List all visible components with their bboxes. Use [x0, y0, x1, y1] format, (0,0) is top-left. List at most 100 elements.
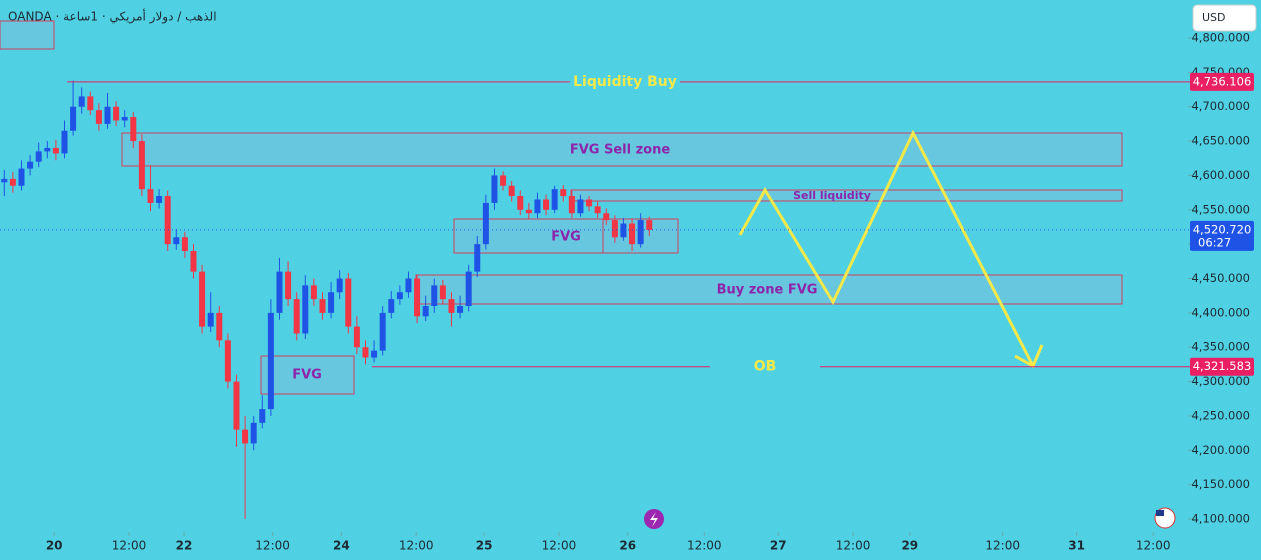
candle-body	[27, 161, 34, 169]
countdown: 06:27	[1198, 235, 1231, 249]
x-tick-label: 31	[1068, 539, 1085, 553]
candle-body	[414, 278, 421, 317]
candle-body	[500, 175, 507, 186]
price-tag	[1190, 72, 1254, 91]
y-tick-label: 4,550.000	[1191, 202, 1250, 216]
candle-body	[61, 130, 68, 154]
y-tick-label: 4,250.000	[1191, 408, 1250, 422]
price-tag-label: 4,736.106	[1193, 74, 1252, 88]
candle-body	[1, 178, 8, 183]
last-price-tag	[1190, 220, 1254, 251]
candle-body	[95, 110, 102, 124]
candle-body	[568, 196, 575, 214]
candle-body	[276, 271, 283, 313]
y-tick-label: 4,200.000	[1191, 443, 1250, 457]
y-tick-label: 4,300.000	[1191, 374, 1250, 388]
x-tick-label: 24	[333, 539, 350, 553]
candle-body	[525, 209, 532, 214]
x-tick-label: 12:00	[112, 539, 147, 553]
y-tick-label: 4,150.000	[1191, 477, 1250, 491]
candle-body	[113, 106, 120, 121]
y-tick-label: 4,100.000	[1191, 512, 1250, 526]
x-tick-label: 12:00	[985, 539, 1020, 553]
candle-body	[560, 189, 567, 197]
y-tick-label: 4,400.000	[1191, 305, 1250, 319]
candle-body	[457, 305, 464, 313]
candle-body	[319, 299, 326, 313]
candle-body	[302, 285, 309, 334]
candle-body	[310, 285, 317, 300]
level-label-bg	[570, 72, 680, 91]
candle-body	[250, 422, 257, 444]
candle-body	[611, 220, 618, 238]
x-tick-label: 27	[770, 539, 787, 553]
candle-body	[646, 220, 653, 230]
candle-body	[52, 147, 59, 154]
candle-body	[104, 106, 111, 124]
candle-body	[156, 196, 163, 203]
zone-label: Buy zone FVG	[717, 283, 818, 298]
x-tick-label: 12:00	[542, 539, 577, 553]
x-tick-label: 12:00	[687, 539, 722, 553]
candle-body	[293, 299, 300, 334]
candle-body	[371, 350, 378, 358]
candle-body	[637, 220, 644, 245]
candle-body	[181, 237, 188, 252]
x-tick-label: 29	[901, 539, 918, 553]
zone	[570, 189, 1123, 202]
price-tag	[1190, 357, 1254, 376]
y-tick-label: 4,650.000	[1191, 134, 1250, 148]
x-tick-label: 12:00	[399, 539, 434, 553]
candle-body	[18, 168, 25, 186]
y-tick-label: 4,700.000	[1191, 99, 1250, 113]
candle-body	[577, 199, 584, 214]
candle-body	[190, 251, 197, 272]
candle-body	[594, 206, 601, 214]
candle-body	[388, 299, 395, 313]
price-tag-label: 4,321.583	[1193, 359, 1252, 373]
candle-body	[70, 106, 77, 131]
last-price-label: 4,520.720	[1193, 222, 1252, 236]
zone-label: FVG Sell zone	[570, 143, 671, 158]
candle-body	[121, 117, 128, 121]
candle-body	[405, 278, 412, 293]
candle-body	[551, 189, 558, 210]
candle-body	[285, 271, 292, 300]
candle-body	[431, 285, 438, 306]
event-icon-glyph	[650, 512, 658, 527]
y-tick-label: 4,600.000	[1191, 168, 1250, 182]
candle-body	[620, 223, 627, 238]
x-tick-label: 20	[46, 539, 63, 553]
projection-path	[738, 129, 1035, 367]
candle-body	[482, 202, 489, 245]
candle-body	[199, 271, 206, 327]
candle-body	[267, 312, 274, 410]
x-tick-label: 12:00	[1136, 539, 1171, 553]
candle-body	[474, 244, 481, 272]
candle-body	[603, 213, 610, 221]
candle-body	[586, 199, 593, 207]
candle-body	[517, 196, 524, 210]
zone	[121, 132, 1123, 167]
x-tick-label: 12:00	[255, 539, 290, 553]
x-tick-label: 26	[619, 539, 636, 553]
candle-body	[242, 429, 249, 444]
zone	[260, 355, 355, 395]
currency-button[interactable]	[1192, 4, 1257, 32]
candle-body	[345, 278, 352, 327]
candle-body	[353, 326, 360, 348]
candle-body	[491, 175, 498, 203]
candle-body	[336, 278, 343, 293]
candle-body	[164, 196, 171, 245]
y-tick-label: 4,350.000	[1191, 340, 1250, 354]
candle-body	[233, 381, 240, 430]
candle-body	[362, 347, 369, 358]
candle-body	[465, 271, 472, 306]
candle-body	[448, 299, 455, 313]
level-label: OB	[754, 359, 777, 375]
zone-label: FVG	[551, 230, 581, 245]
zone	[0, 20, 55, 50]
candle-body	[629, 223, 636, 245]
candle-body	[207, 312, 214, 327]
